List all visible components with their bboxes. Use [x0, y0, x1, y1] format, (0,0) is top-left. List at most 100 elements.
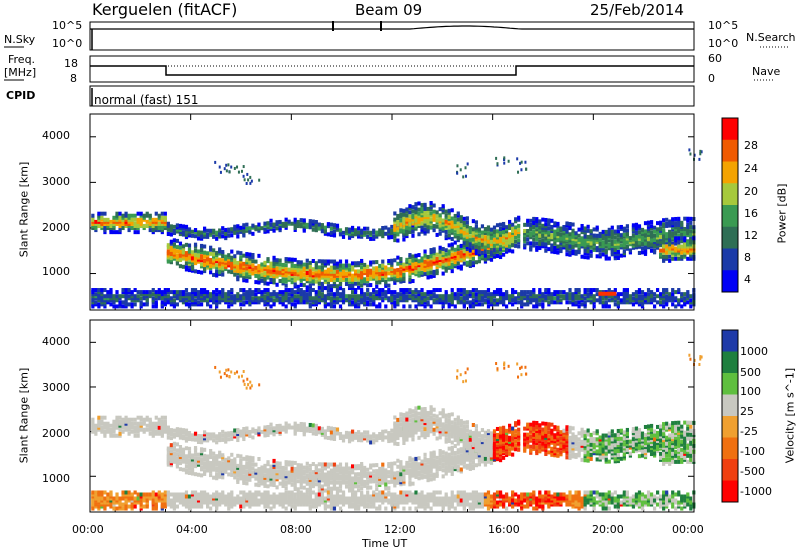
velocity-cell	[251, 470, 255, 475]
power-cell	[281, 262, 285, 267]
velocity-cell	[136, 423, 140, 428]
power-cell	[384, 269, 388, 274]
power-cell	[357, 269, 361, 274]
power-cell	[471, 292, 475, 297]
velocity-cell	[193, 504, 198, 509]
velocity-cell	[175, 427, 180, 432]
power-cell	[275, 296, 279, 301]
power-cell	[266, 267, 270, 272]
velocity-cell	[408, 496, 412, 501]
velocity-cell	[423, 407, 427, 412]
power-cell	[293, 257, 297, 262]
velocity-cell	[432, 427, 436, 432]
power-cell	[293, 266, 297, 271]
velocity-cell	[393, 415, 397, 420]
velocity-cell	[266, 500, 270, 505]
velocity-cell	[269, 474, 273, 479]
velocity-cell	[402, 492, 406, 497]
power-cell	[447, 265, 451, 270]
velocity-cell	[209, 473, 213, 478]
power-cell	[314, 296, 318, 301]
power-cell	[308, 273, 312, 278]
velocity-cell	[444, 455, 448, 460]
velocity-cell	[236, 465, 240, 470]
power-cell	[236, 250, 240, 255]
power-cell	[151, 228, 155, 233]
power-cell	[414, 253, 418, 258]
velocity-cell	[127, 498, 131, 503]
velocity-cell	[115, 419, 119, 424]
velocity-cell	[456, 498, 460, 503]
velocity-cell	[396, 425, 400, 430]
power-cell	[360, 261, 364, 266]
velocity-cell	[323, 482, 327, 487]
velocity-cell	[187, 460, 192, 465]
power-cell	[350, 279, 355, 284]
power-cell	[212, 264, 216, 269]
power-cell	[239, 302, 243, 307]
power-cell	[215, 300, 219, 305]
velocity-cell	[375, 436, 379, 441]
power-cell	[115, 298, 119, 303]
power-cell	[166, 300, 170, 305]
power-cell	[387, 229, 391, 234]
velocity-cell	[91, 492, 95, 497]
power-cell	[257, 224, 261, 229]
power-cell	[166, 243, 170, 248]
power-cell	[338, 304, 343, 309]
velocity-cell	[175, 460, 180, 465]
velocity-cell	[350, 488, 355, 493]
velocity-cell	[323, 433, 327, 438]
power-cell	[115, 304, 119, 309]
power-cell	[456, 211, 460, 216]
power-cell	[293, 304, 297, 309]
power-cell	[266, 273, 270, 278]
velocity-cell	[121, 490, 125, 495]
velocity-cell	[423, 502, 427, 507]
power-cell	[462, 239, 466, 244]
power-cell	[227, 259, 231, 264]
velocity-cell	[393, 471, 397, 476]
velocity-cell	[308, 486, 312, 491]
power-cell	[254, 273, 258, 278]
power-cell	[465, 300, 469, 305]
power-cell	[411, 260, 415, 265]
power-cell	[453, 247, 457, 252]
velocity-cell	[357, 466, 361, 471]
velocity-cell	[248, 431, 252, 436]
power-cell	[239, 251, 243, 256]
velocity-cell	[281, 502, 285, 507]
velocity-cell	[329, 430, 334, 435]
velocity-cell	[423, 411, 427, 416]
power-cell	[329, 271, 334, 276]
power-cell	[293, 294, 297, 299]
velocity-cell	[366, 430, 370, 435]
velocity-cell	[423, 468, 427, 473]
velocity-cell	[175, 494, 180, 499]
power-cell	[456, 300, 460, 305]
velocity-cell	[444, 496, 448, 501]
velocity-cell	[408, 458, 412, 463]
velocity-cell	[405, 498, 409, 503]
velocity-cell	[236, 471, 240, 476]
velocity-cell	[127, 417, 131, 422]
power-cell	[206, 294, 210, 299]
power-cell	[347, 263, 352, 268]
velocity-cell	[405, 462, 409, 467]
velocity-cell	[199, 449, 204, 454]
velocity-cell	[97, 500, 101, 505]
power-cell	[320, 259, 324, 264]
velocity-cell	[372, 463, 376, 468]
power-cell	[423, 268, 427, 273]
velocity-cell	[227, 456, 231, 461]
power-cell	[441, 208, 445, 213]
velocity-cell	[299, 469, 303, 474]
power-cell	[308, 302, 312, 307]
power-cell	[233, 254, 237, 259]
power-cell	[447, 219, 451, 224]
power-cell	[423, 231, 427, 236]
velocity-cell	[181, 447, 186, 452]
velocity-cell	[311, 478, 315, 483]
power-cell	[417, 213, 421, 218]
power-cell	[130, 217, 134, 222]
